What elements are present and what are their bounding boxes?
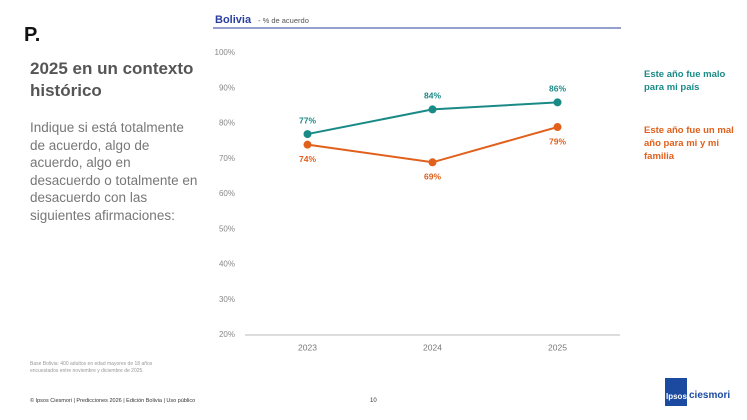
slide-marker: P. [24, 24, 41, 46]
legend-entry: Este año fue un mal año para mi y mi fam… [644, 125, 734, 162]
x-tick-label: 2023 [298, 342, 317, 352]
data-label: 84% [424, 91, 441, 101]
base-note: Base Bolivia: 400 adultos en edad mayore… [30, 361, 153, 374]
data-point [303, 140, 312, 149]
x-tick-label: 2024 [423, 342, 442, 352]
x-tick-label: 2025 [548, 342, 567, 352]
y-tick-label: 20% [219, 330, 235, 339]
data-label: 86% [549, 84, 566, 94]
page-number: 10 [370, 398, 377, 404]
data-label: 74% [299, 154, 316, 164]
data-label: 77% [299, 115, 316, 125]
logo: Ipsos ciesmori [665, 378, 739, 406]
chart-subtitle: - % de acuerdo [258, 16, 309, 25]
data-point [428, 105, 437, 114]
data-label: 79% [549, 136, 566, 146]
logo-text: ciesmori [689, 390, 731, 401]
data-point [553, 123, 562, 132]
data-label: 69% [424, 172, 441, 182]
y-tick-label: 60% [219, 189, 235, 198]
data-point [428, 158, 437, 167]
slide-title: 2025 en un contexto histórico [30, 59, 194, 100]
y-tick-label: 100% [215, 48, 235, 57]
y-tick-label: 30% [219, 295, 235, 304]
data-point [303, 130, 312, 139]
y-tick-label: 50% [219, 224, 235, 233]
question-text: Indique si está totalmente de acuerdo, a… [30, 120, 198, 223]
logo-text: Ipsos [666, 392, 687, 401]
data-point [553, 98, 562, 107]
legend-entry: Este año fue malo para mi país [644, 69, 726, 93]
y-tick-label: 70% [219, 154, 235, 163]
y-tick-label: 80% [219, 119, 235, 128]
y-tick-label: 90% [219, 83, 235, 92]
series-line [307, 126, 558, 164]
chart-title: Bolivia [215, 14, 252, 26]
logo-box [665, 378, 687, 406]
footer: © Ipsos Ciesmori | Predicciones 2026 | E… [30, 398, 196, 404]
y-tick-label: 40% [219, 260, 235, 269]
